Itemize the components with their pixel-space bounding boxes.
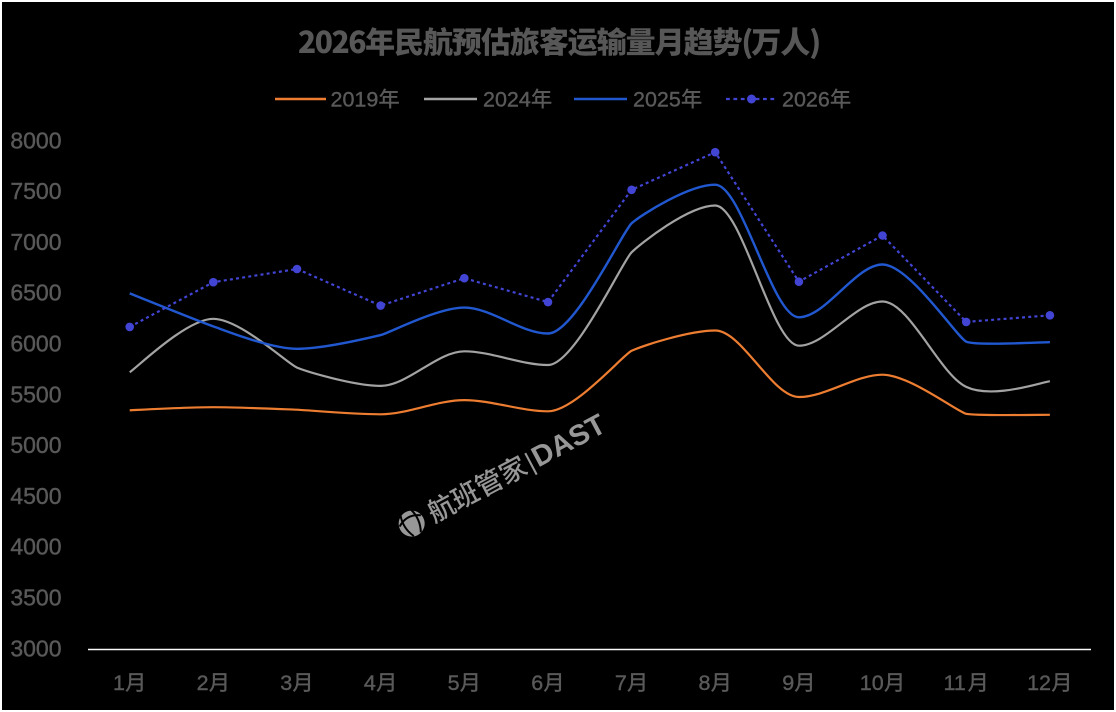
svg-text:7000: 7000 bbox=[10, 229, 61, 255]
svg-text:12: 12 bbox=[1027, 671, 1051, 695]
svg-text:6: 6 bbox=[531, 671, 543, 695]
svg-text:10: 10 bbox=[860, 671, 884, 695]
svg-text:2024: 2024 bbox=[483, 88, 531, 112]
svg-text:7500: 7500 bbox=[10, 178, 61, 204]
svg-text:5000: 5000 bbox=[10, 432, 61, 458]
svg-text:9: 9 bbox=[782, 671, 794, 695]
svg-text:3: 3 bbox=[280, 671, 292, 695]
svg-text:7: 7 bbox=[615, 671, 627, 695]
svg-text:4: 4 bbox=[364, 671, 376, 695]
svg-text:2026: 2026 bbox=[782, 88, 830, 112]
svg-text:4000: 4000 bbox=[10, 534, 61, 560]
svg-text:8000: 8000 bbox=[10, 127, 61, 153]
svg-text:1: 1 bbox=[113, 671, 125, 695]
svg-text:3500: 3500 bbox=[10, 585, 61, 611]
svg-text:2019: 2019 bbox=[331, 88, 379, 112]
svg-text:11: 11 bbox=[944, 671, 966, 695]
svg-text:6000: 6000 bbox=[10, 331, 61, 357]
svg-text:8: 8 bbox=[699, 671, 711, 695]
svg-text:6500: 6500 bbox=[10, 280, 61, 306]
svg-text:3000: 3000 bbox=[10, 635, 61, 661]
svg-text:5: 5 bbox=[448, 671, 460, 695]
svg-text:4500: 4500 bbox=[10, 483, 61, 509]
svg-text:2025: 2025 bbox=[633, 88, 681, 112]
svg-text:2: 2 bbox=[197, 671, 209, 695]
svg-text:5500: 5500 bbox=[10, 381, 61, 407]
